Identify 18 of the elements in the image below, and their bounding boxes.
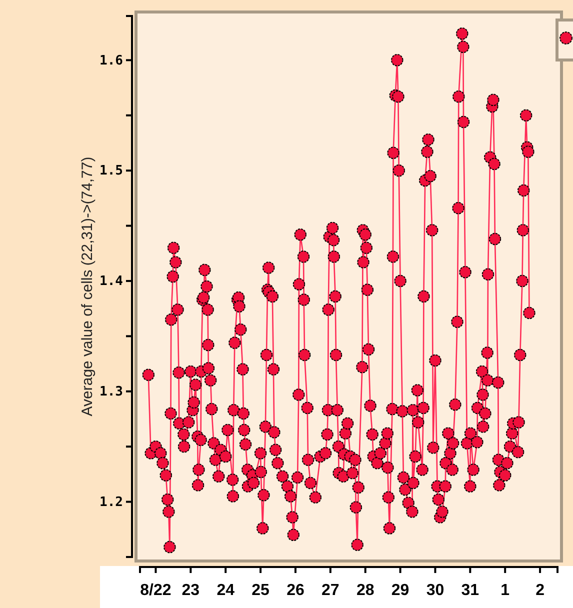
x-tick-label: 24 — [216, 582, 235, 600]
y-tick-label: 1.3 — [100, 384, 123, 400]
y-axis-title: Average value of cells (22,31)->(74,77) — [79, 156, 96, 416]
x-tick-label: 8/22 — [140, 582, 172, 600]
x-tick-label: 31 — [461, 582, 480, 600]
y-tick-label: 1.5 — [100, 164, 123, 179]
x-tick-label: 29 — [391, 582, 410, 600]
y-tick-label: 1.4 — [100, 274, 124, 290]
x-tick-label: 1 — [500, 582, 510, 600]
y-tick-label: 1.2 — [100, 494, 123, 510]
x-tick-label: 26 — [286, 582, 304, 600]
x-tick-label: 23 — [182, 582, 200, 600]
x-tick-label: 28 — [356, 582, 374, 600]
x-tick-label: 2 — [536, 582, 545, 600]
x-tick-label: 25 — [252, 582, 270, 600]
x-tick-label: 30 — [426, 582, 444, 600]
y-tick-label: 1.6 — [100, 53, 124, 68]
x-tick-label: 27 — [322, 582, 340, 600]
